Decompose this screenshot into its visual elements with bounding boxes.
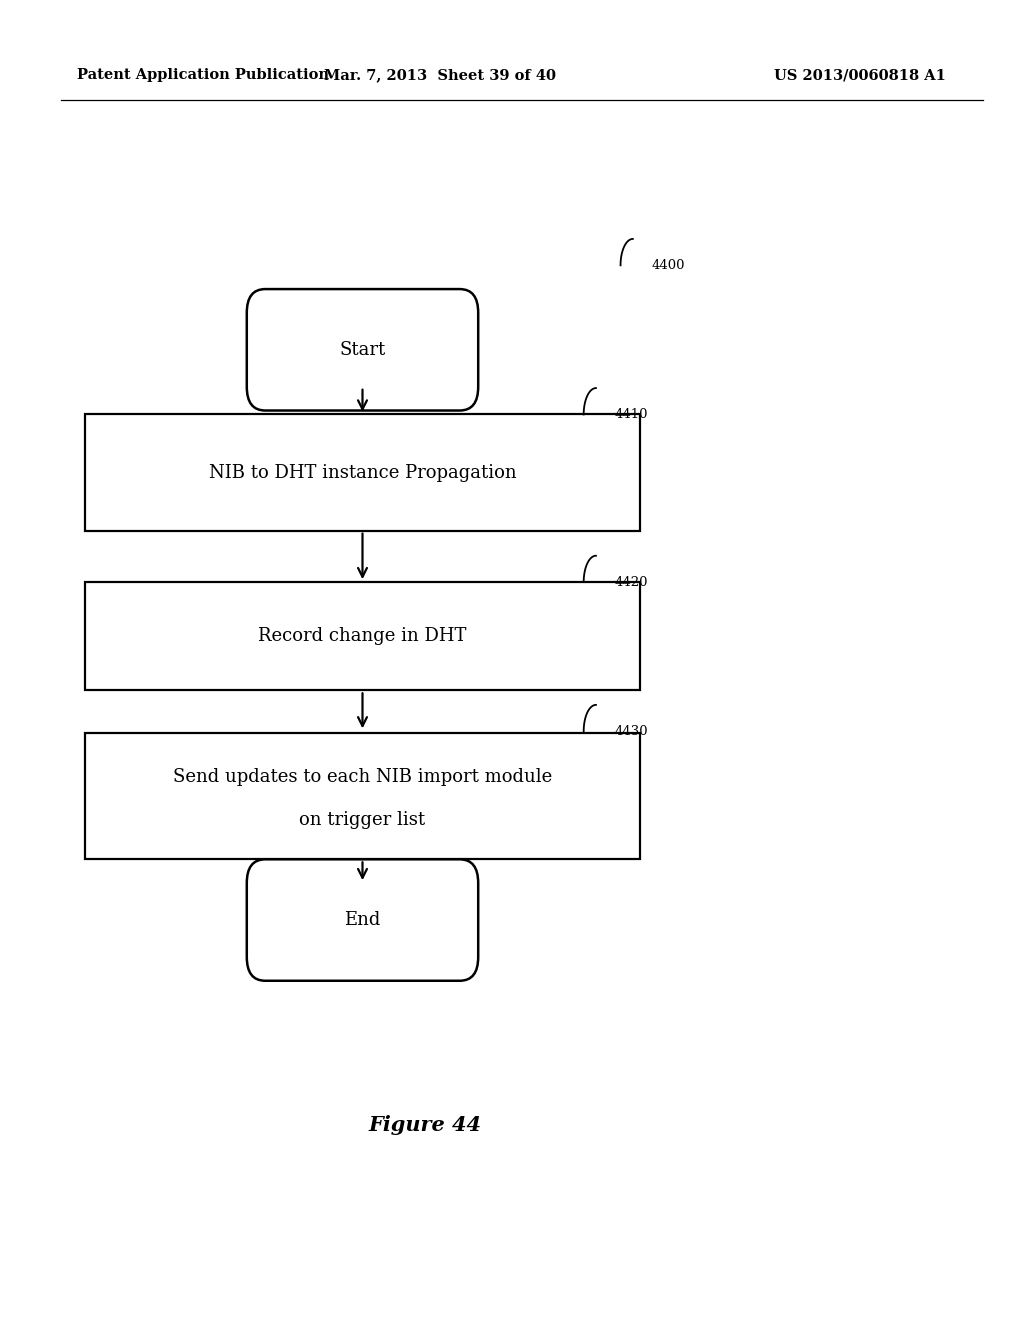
FancyBboxPatch shape [85,733,640,859]
FancyBboxPatch shape [85,582,640,690]
Text: Mar. 7, 2013  Sheet 39 of 40: Mar. 7, 2013 Sheet 39 of 40 [325,69,556,82]
Text: 4430: 4430 [614,725,648,738]
FancyBboxPatch shape [85,414,640,531]
Text: NIB to DHT instance Propagation: NIB to DHT instance Propagation [209,463,516,482]
Text: End: End [344,911,381,929]
Text: Record change in DHT: Record change in DHT [258,627,467,645]
FancyBboxPatch shape [247,859,478,981]
Text: 4420: 4420 [614,576,648,589]
Text: 4400: 4400 [651,259,685,272]
Text: Figure 44: Figure 44 [369,1114,481,1135]
Text: 4410: 4410 [614,408,648,421]
Text: Send updates to each NIB import module: Send updates to each NIB import module [173,768,552,787]
Text: Start: Start [339,341,386,359]
Text: Patent Application Publication: Patent Application Publication [77,69,329,82]
FancyBboxPatch shape [247,289,478,411]
Text: on trigger list: on trigger list [299,810,426,829]
Text: US 2013/0060818 A1: US 2013/0060818 A1 [774,69,946,82]
